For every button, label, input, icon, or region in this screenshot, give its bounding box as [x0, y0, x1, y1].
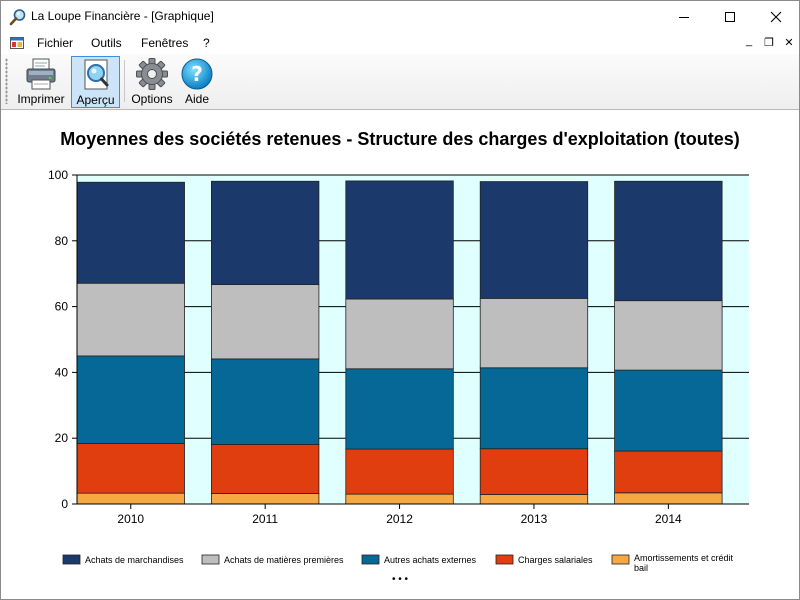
- x-tick-label: 2011: [252, 512, 278, 526]
- close-button[interactable]: [753, 1, 799, 32]
- title-bar[interactable]: La Loupe Financière - [Graphique]: [1, 1, 799, 32]
- bar-segment: [614, 369, 723, 452]
- bar-segment: [345, 448, 454, 495]
- bar-segment: [210, 493, 320, 505]
- bar-segment: [479, 448, 589, 495]
- legend-label: Achats de matières premières: [224, 555, 344, 565]
- y-tick-label: 0: [61, 497, 68, 511]
- legend-label-line: Amortissements et crédit: [634, 553, 734, 563]
- preview-button-label: Aperçu: [76, 93, 115, 107]
- print-button[interactable]: Imprimer: [13, 56, 69, 108]
- bar-segment: [345, 368, 454, 450]
- bar-segment: [479, 367, 589, 450]
- bar-segment: [614, 450, 723, 494]
- x-tick-label: 2010: [117, 512, 144, 526]
- menu-help[interactable]: ?: [203, 36, 210, 50]
- legend-swatch: [361, 554, 380, 565]
- legend-label: Amortissements et crédit bail: [634, 553, 734, 573]
- bar-segment: [479, 181, 589, 299]
- print-button-label: Imprimer: [17, 92, 65, 106]
- magnifier-icon: [9, 9, 26, 26]
- legend-swatch: [611, 554, 630, 565]
- minimize-icon: [679, 16, 689, 18]
- help-button[interactable]: ? Aide: [178, 56, 216, 108]
- bar-segment: [76, 492, 185, 505]
- help-button-label: Aide: [184, 92, 210, 106]
- chart-area: Moyennes des sociétés retenues - Structu…: [1, 111, 799, 599]
- mdi-minimize-button[interactable]: _: [745, 35, 753, 47]
- x-tick-label: 2014: [655, 512, 682, 526]
- legend-label: Achats de marchandises: [85, 555, 184, 565]
- toolbar: Imprimer Aperçu: [1, 54, 799, 110]
- legend-swatch: [62, 554, 81, 565]
- bar-segment: [210, 444, 320, 494]
- maximize-button[interactable]: [707, 1, 753, 32]
- toolbar-grip[interactable]: [5, 58, 8, 104]
- y-tick-label: 40: [55, 365, 69, 379]
- y-tick-label: 60: [55, 300, 69, 314]
- bar-segment: [345, 180, 454, 300]
- options-button[interactable]: Options: [128, 56, 176, 108]
- legend-more-indicator: • • •: [392, 574, 409, 585]
- minimize-button[interactable]: [661, 1, 707, 32]
- bar-segment: [76, 355, 185, 444]
- bar-segment: [210, 358, 320, 445]
- legend-swatch: [201, 554, 220, 565]
- gear-icon: [136, 58, 168, 90]
- bar-segment: [345, 493, 454, 505]
- bar-segment: [479, 297, 589, 369]
- print-preview-icon: [84, 59, 108, 90]
- legend-label-line: bail: [634, 563, 648, 573]
- chart-title: Moyennes des sociétés retenues - Structu…: [60, 129, 740, 149]
- maximize-icon: [725, 11, 735, 22]
- mdi-child-icon[interactable]: [10, 37, 24, 49]
- x-tick-label: 2012: [386, 512, 413, 526]
- bar-segment: [210, 180, 320, 285]
- bar-segment: [345, 298, 454, 370]
- menu-bar: Fichier Outils Fenêtres ? _ ❐ ✕: [1, 32, 799, 54]
- bar-segment: [76, 181, 185, 284]
- close-icon: [770, 11, 782, 22]
- legend-label: Charges salariales: [518, 555, 593, 565]
- legend-label: Autres achats externes: [384, 555, 477, 565]
- svg-text:?: ?: [191, 62, 203, 86]
- x-tick-label: 2013: [521, 512, 548, 526]
- bar-segment: [614, 180, 723, 302]
- window-title: La Loupe Financière - [Graphique]: [31, 9, 214, 23]
- bar-segment: [479, 494, 589, 505]
- preview-button[interactable]: Aperçu: [71, 56, 120, 108]
- menu-fichier[interactable]: Fichier: [37, 36, 74, 50]
- y-tick-label: 80: [55, 234, 69, 248]
- menu-fenetres[interactable]: Fenêtres: [141, 36, 189, 50]
- bar-segment: [614, 492, 723, 505]
- menu-outils[interactable]: Outils: [91, 36, 122, 50]
- bar-segment: [210, 284, 320, 360]
- mdi-close-button[interactable]: ✕: [784, 36, 794, 49]
- legend-swatch: [495, 554, 514, 565]
- bar-segment: [76, 443, 185, 494]
- y-tick-label: 100: [48, 168, 68, 182]
- printer-icon: [26, 58, 56, 90]
- y-tick-label: 20: [55, 431, 69, 445]
- mdi-restore-button[interactable]: ❐: [764, 36, 774, 49]
- stacked-bar-chart: 0 20 40 60 80 100 2010 2011 2012 2013 2014 Achats d…: [48, 168, 749, 585]
- help-icon: ?: [181, 58, 213, 90]
- bar-segment: [76, 282, 185, 357]
- bar-segment: [614, 300, 723, 371]
- options-button-label: Options: [131, 92, 173, 106]
- toolbar-separator: [124, 60, 125, 102]
